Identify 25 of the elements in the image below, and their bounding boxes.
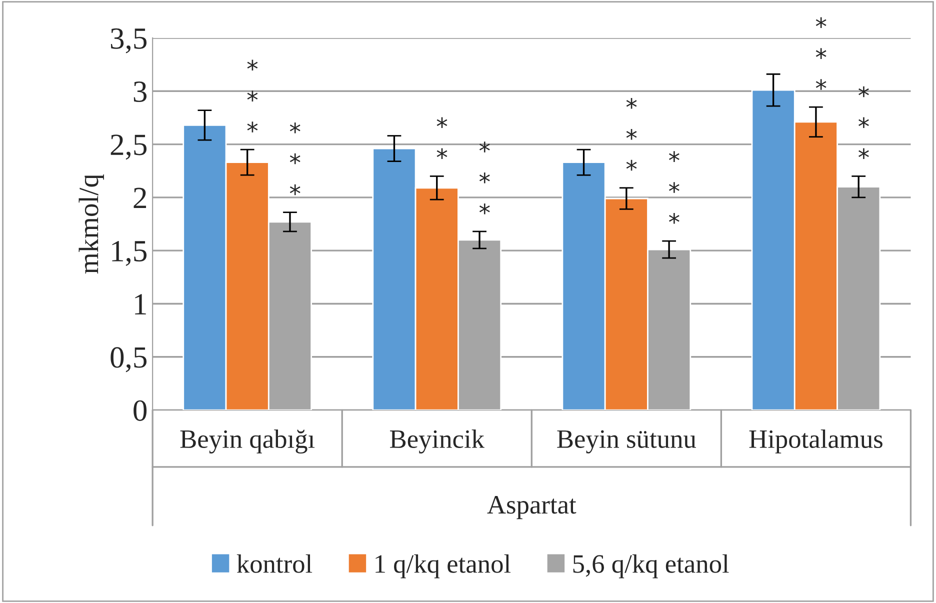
y-tick-label: 1 (135, 294, 146, 314)
legend-label: kontrol (236, 554, 312, 573)
y-axis-title: mkmol/q (78, 174, 104, 274)
y-tick-label: 3,5 (110, 28, 147, 54)
data-label: * * * (247, 60, 258, 132)
data-label: * * * (479, 142, 490, 214)
y-tick-label: 3 (134, 82, 147, 102)
data-label: * * * (816, 17, 826, 90)
x-tick-label: Beyin qabığı (180, 429, 315, 454)
x-tick-label: Beyin sütunu (557, 430, 696, 454)
y-tick-label: 1,5 (112, 241, 147, 266)
legend-label: 1 q/kq etanol (376, 554, 511, 578)
x-tick-label: Beyincik (390, 429, 485, 454)
x-axis-title: Aspartat (487, 496, 576, 520)
data-label: * * (436, 117, 448, 159)
data-label: * * * (290, 122, 300, 196)
y-tick-label: 0 (134, 400, 147, 421)
y-tick-label: 2 (134, 188, 146, 208)
y-tick-label: 0,5 (110, 347, 147, 372)
y-tick-label: 2,5 (110, 134, 147, 160)
legend-label: 5,6 q/kq etanol (573, 554, 729, 578)
data-label: * * * (668, 151, 680, 224)
data-label: * * * (858, 86, 869, 159)
data-label: * * * (626, 98, 637, 171)
x-tick-label: Hipotalamus (749, 429, 882, 454)
